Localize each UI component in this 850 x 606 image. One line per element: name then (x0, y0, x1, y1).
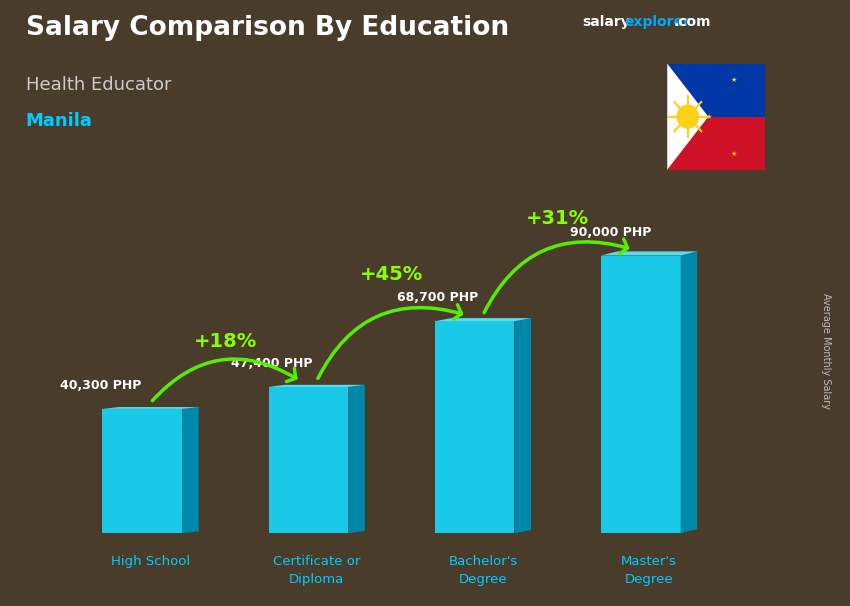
Polygon shape (681, 251, 697, 533)
Text: Manila: Manila (26, 112, 93, 130)
Text: +45%: +45% (360, 265, 423, 284)
Text: ★: ★ (706, 114, 711, 119)
Polygon shape (182, 407, 199, 533)
Polygon shape (601, 256, 681, 533)
Polygon shape (601, 251, 697, 256)
Polygon shape (348, 385, 365, 533)
Text: explorer: explorer (625, 15, 690, 29)
Text: salary: salary (582, 15, 630, 29)
Text: +18%: +18% (194, 333, 257, 351)
Polygon shape (667, 116, 765, 170)
Polygon shape (102, 407, 199, 409)
Text: 90,000 PHP: 90,000 PHP (570, 225, 651, 239)
Text: 40,300 PHP: 40,300 PHP (60, 379, 141, 392)
Polygon shape (667, 64, 708, 170)
Text: High School: High School (111, 555, 190, 568)
Polygon shape (269, 387, 348, 533)
Polygon shape (667, 64, 765, 116)
Text: +31%: +31% (526, 209, 589, 228)
Polygon shape (434, 321, 514, 533)
Text: Certificate or
Diploma: Certificate or Diploma (273, 555, 360, 586)
Polygon shape (514, 318, 531, 533)
Polygon shape (102, 409, 182, 533)
Polygon shape (667, 64, 765, 170)
Circle shape (677, 104, 699, 129)
Text: ★: ★ (731, 151, 737, 157)
Polygon shape (269, 385, 365, 387)
Text: .com: .com (674, 15, 711, 29)
Text: Health Educator: Health Educator (26, 76, 171, 94)
Text: 68,700 PHP: 68,700 PHP (398, 291, 479, 304)
Text: 47,400 PHP: 47,400 PHP (231, 357, 313, 370)
Text: Average Monthly Salary: Average Monthly Salary (821, 293, 831, 410)
Text: ★: ★ (731, 76, 737, 82)
Text: Bachelor's
Degree: Bachelor's Degree (448, 555, 518, 586)
Text: Master's
Degree: Master's Degree (621, 555, 677, 586)
Text: Salary Comparison By Education: Salary Comparison By Education (26, 15, 508, 41)
Polygon shape (434, 318, 531, 321)
